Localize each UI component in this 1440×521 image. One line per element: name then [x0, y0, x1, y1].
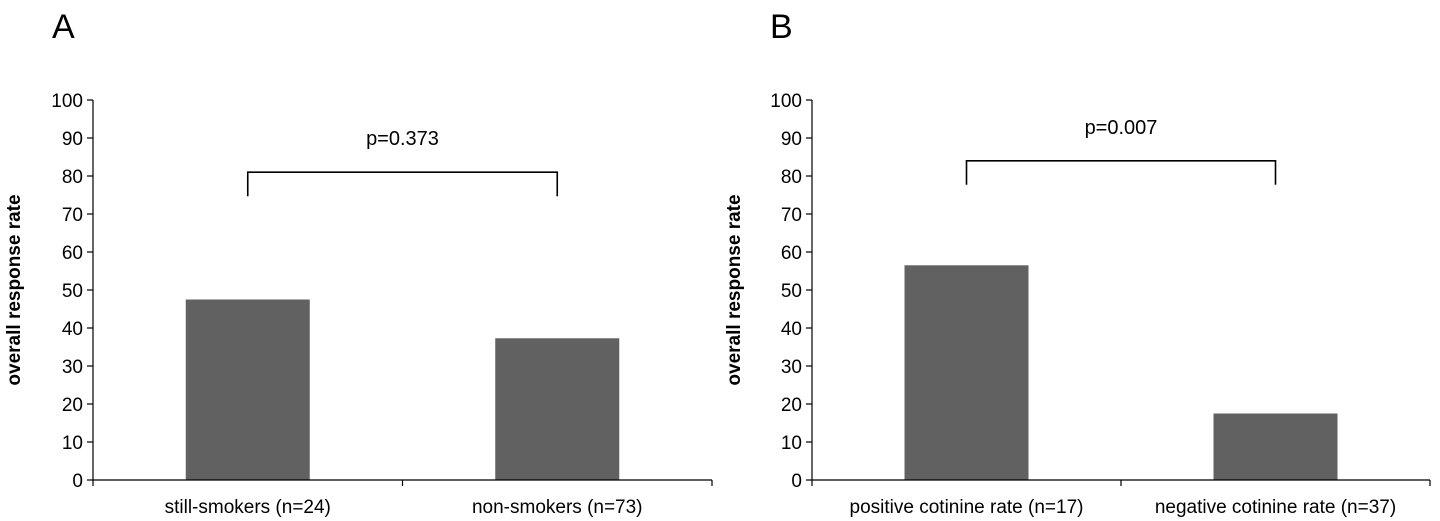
bar-0	[185, 299, 310, 480]
y-tick-label: 100	[770, 91, 802, 112]
y-tick-label: 100	[51, 91, 83, 112]
panel-a: A 0 10 20 30 40 50 60 70 80 90 100 still-smokers (n…	[4, 8, 713, 518]
significance-bracket	[965, 160, 1277, 185]
category-label: still-smokers (n=24)	[165, 497, 331, 518]
panel-b: B 0 10 20 30 40 50 60 70 80 90 100 positive cotinin…	[724, 8, 1431, 518]
y-tick-label: 10	[781, 433, 802, 454]
y-tick-label: 70	[62, 205, 83, 226]
category-label: positive cotinine rate (n=17)	[850, 497, 1084, 518]
bar-0	[904, 265, 1029, 480]
y-tick-label: 80	[781, 167, 802, 188]
bar-1	[495, 338, 620, 480]
y-axis-title: overall response rate	[724, 194, 745, 385]
y-tick-label: 0	[791, 471, 802, 492]
panel-letter-b: B	[770, 8, 793, 46]
y-tick-label: 40	[62, 319, 83, 340]
y-tick-label: 20	[62, 395, 83, 416]
y-tick-label: 90	[62, 129, 83, 150]
y-tick-label: 30	[781, 357, 802, 378]
y-tick-label: 80	[62, 167, 83, 188]
y-tick-label: 50	[781, 281, 802, 302]
category-label: non-smokers (n=73)	[472, 497, 643, 518]
y-axis-title: overall response rate	[4, 194, 25, 385]
p-value-label: p=0.373	[366, 128, 439, 150]
y-tick-label: 70	[781, 205, 802, 226]
panel-letter-a: A	[52, 8, 75, 46]
y-tick-label: 90	[781, 129, 802, 150]
category-label: negative cotinine rate (n=37)	[1155, 497, 1396, 518]
y-tick-label: 30	[62, 357, 83, 378]
y-tick-label: 60	[62, 243, 83, 264]
y-tick-label: 60	[781, 243, 802, 264]
y-tick-label: 40	[781, 319, 802, 340]
bar-1	[1213, 413, 1338, 480]
y-tick-label: 10	[62, 433, 83, 454]
y-tick-label: 50	[62, 281, 83, 302]
y-tick-label: 20	[781, 395, 802, 416]
p-value-label: p=0.007	[1085, 117, 1158, 139]
y-tick-label: 0	[72, 471, 83, 492]
significance-bracket	[246, 171, 559, 197]
